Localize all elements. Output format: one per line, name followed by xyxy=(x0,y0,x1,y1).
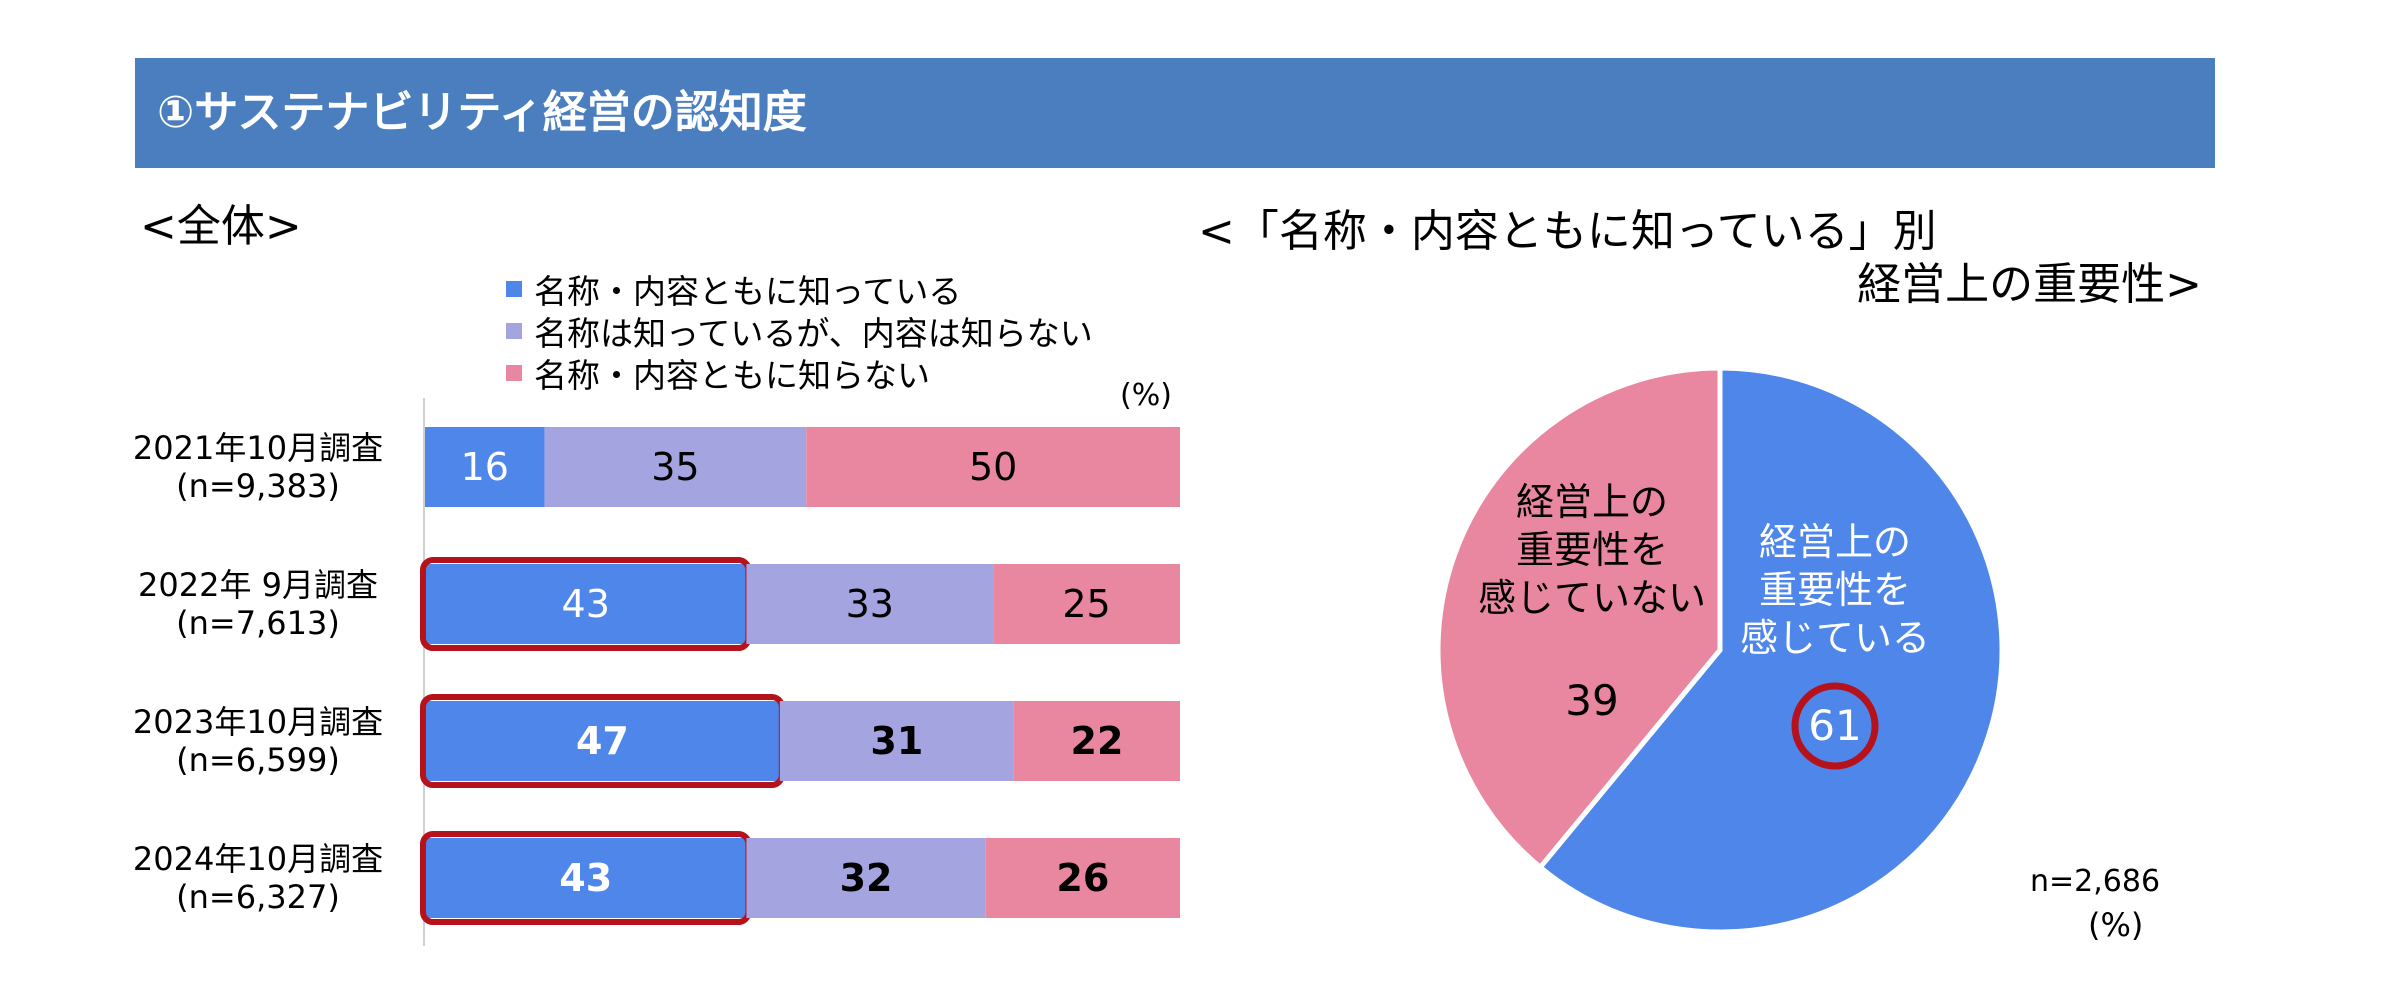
category-label-2: 2022年 9月調査 (n=7,613) xyxy=(108,566,408,642)
data-label-unknown-row-1: 50 xyxy=(969,445,1017,489)
bar-chart-unit: (%) xyxy=(1120,378,1172,413)
legend-label-name-only: 名称は知っているが、内容は知らない xyxy=(534,314,1093,353)
pie-chart-sample-size: n=2,686 xyxy=(2030,864,2161,899)
bar-segment-name-only-row-2 xyxy=(746,564,994,644)
bar-segment-name-only-row-4 xyxy=(746,838,986,918)
pie-label-not-feel-important-line-2: 重要性を xyxy=(1516,528,1668,572)
category-name: 2023年10月調査 xyxy=(132,703,384,741)
section-title: ①サステナビリティ経営の認知度 xyxy=(157,87,807,138)
pie-slice-feel-important xyxy=(1536,365,2005,935)
bar-segment-known-row-2 xyxy=(425,564,747,644)
left-chart-subtitle: <全体> xyxy=(140,201,302,252)
legend-item-known: 名称・内容ともに知っている xyxy=(506,268,1093,311)
legend-label-unknown: 名称・内容ともに知らない xyxy=(534,356,930,395)
category-label-3: 2023年10月調査 (n=6,599) xyxy=(108,703,408,779)
data-label-unknown-row-3: 22 xyxy=(1071,719,1124,763)
data-label-known-row-1: 16 xyxy=(461,445,509,489)
pie-value-not-feel-important: 39 xyxy=(1565,676,1618,725)
legend-item-name-only: 名称は知っているが、内容は知らない xyxy=(506,310,1093,353)
bar-segment-unknown-row-1 xyxy=(806,427,1180,507)
pie-label-feel-important-line-2: 重要性を xyxy=(1759,568,1911,612)
right-chart-subtitle-line1: <「名称・内容ともに知っている」別 xyxy=(1198,206,1937,257)
legend-item-unknown: 名称・内容ともに知らない xyxy=(506,352,1093,395)
data-label-unknown-row-4: 26 xyxy=(1056,856,1109,900)
data-label-name-only-row-2: 33 xyxy=(846,582,894,626)
data-label-known-row-2: 43 xyxy=(562,582,610,626)
data-label-known-row-3: 47 xyxy=(576,719,629,763)
pie-value-feel-important: 61 xyxy=(1808,701,1861,750)
pie-label-feel-important-line-1: 経営上の xyxy=(1759,520,1911,564)
bar-segment-unknown-row-3 xyxy=(1013,701,1180,781)
category-name: 2024年10月調査 xyxy=(132,840,384,878)
data-label-known-row-4: 43 xyxy=(559,856,612,900)
bar-segment-known-row-4 xyxy=(425,838,747,918)
category-name: 2021年10月調査 xyxy=(132,429,384,467)
pie-highlight-circle xyxy=(1791,682,1879,770)
data-label-unknown-row-2: 25 xyxy=(1062,582,1110,626)
bar-segment-known-row-1 xyxy=(425,427,545,507)
category-sample-size: (n=6,599) xyxy=(176,741,340,779)
pie-label-not-feel-important-line-1: 経営上の xyxy=(1516,480,1668,524)
category-label-1: 2021年10月調査 (n=9,383) xyxy=(108,429,408,505)
bar-segment-unknown-row-2 xyxy=(993,564,1180,644)
category-label-4: 2024年10月調査 (n=6,327) xyxy=(108,840,408,916)
legend-label-known: 名称・内容ともに知っている xyxy=(534,272,962,311)
legend-swatch-name-only xyxy=(506,323,522,339)
category-sample-size: (n=7,613) xyxy=(176,604,340,642)
data-label-name-only-row-4: 32 xyxy=(840,856,893,900)
pie-chart-unit: (%) xyxy=(2088,906,2144,944)
bar-segment-name-only-row-3 xyxy=(779,701,1014,781)
bar-segment-known-row-3 xyxy=(425,701,780,781)
category-sample-size: (n=6,327) xyxy=(176,878,340,916)
data-label-name-only-row-1: 35 xyxy=(651,445,699,489)
bar-segment-name-only-row-1 xyxy=(544,427,807,507)
data-label-name-only-row-3: 31 xyxy=(870,719,923,763)
category-name: 2022年 9月調査 xyxy=(138,566,378,604)
bar-chart-axis xyxy=(423,398,425,946)
pie-label-not-feel-important-line-3: 感じていない xyxy=(1478,576,1706,620)
pie-slice-not-feel-important xyxy=(1435,365,1723,871)
bar-chart-legend: 名称・内容ともに知っている 名称は知っているが、内容は知らない 名称・内容ともに… xyxy=(506,268,1093,395)
pie-label-feel-important-line-3: 感じている xyxy=(1740,616,1930,660)
category-sample-size: (n=9,383) xyxy=(176,467,340,505)
legend-swatch-unknown xyxy=(506,365,522,381)
section-banner: ①サステナビリティ経営の認知度 xyxy=(135,58,2215,168)
legend-swatch-known xyxy=(506,281,522,297)
bar-segment-unknown-row-4 xyxy=(985,838,1180,918)
right-chart-subtitle-line2: 経営上の重要性> xyxy=(1857,259,2202,310)
